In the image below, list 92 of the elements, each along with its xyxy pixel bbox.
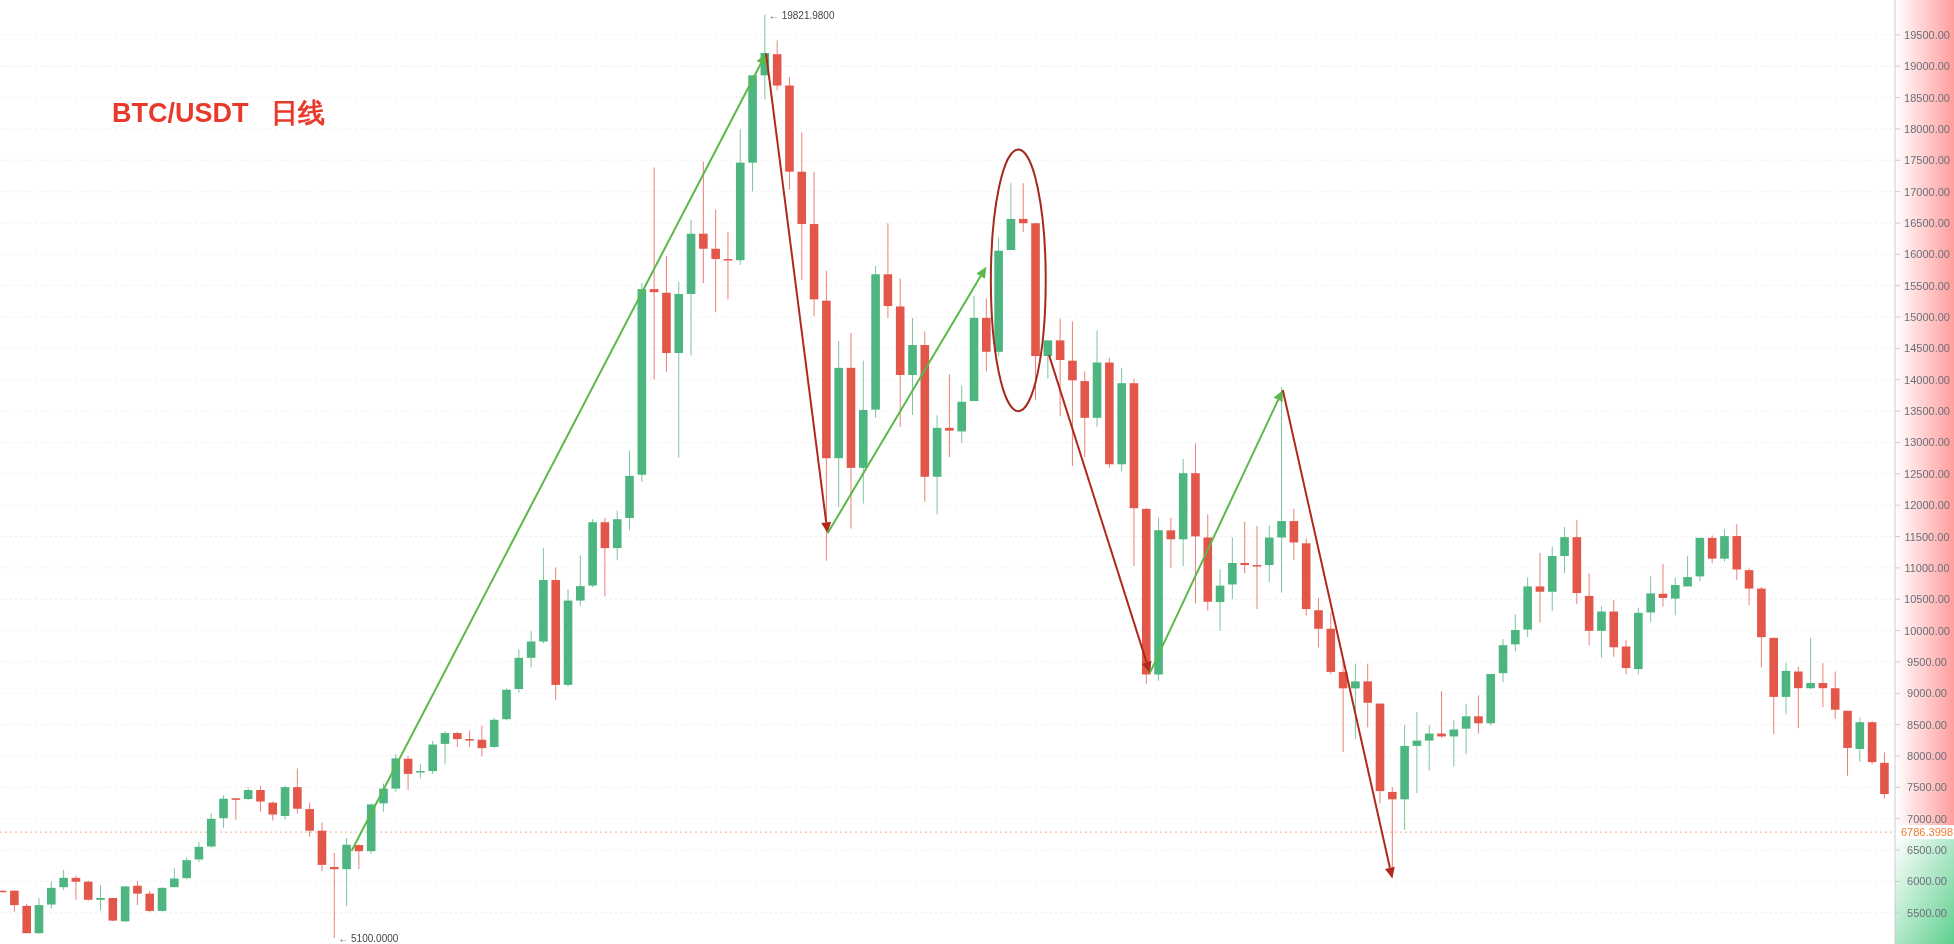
candlestick bbox=[403, 755, 413, 791]
candlestick bbox=[1166, 517, 1176, 569]
candlestick bbox=[47, 881, 56, 910]
candlestick bbox=[1055, 318, 1065, 417]
candlestick bbox=[723, 231, 733, 300]
y-tick-label: 9500.00 bbox=[1907, 655, 1947, 668]
y-tick-label: 11000.00 bbox=[1904, 561, 1950, 574]
candlestick bbox=[219, 794, 228, 829]
candlestick bbox=[576, 554, 585, 606]
y-tick-label: 14500.00 bbox=[1904, 342, 1950, 355]
y-tick-label: 14000.00 bbox=[1904, 373, 1950, 386]
candlestick bbox=[305, 802, 314, 838]
candlestick bbox=[1720, 528, 1729, 562]
annotation: ← 5100.0000 bbox=[338, 932, 399, 944]
y-tick-label: 16000.00 bbox=[1904, 248, 1950, 261]
y-tick-label: 6000.00 bbox=[1907, 875, 1947, 888]
y-tick-label: 8000.00 bbox=[1907, 750, 1947, 762]
candlestick bbox=[1240, 521, 1249, 574]
y-tick-label: 15000.00 bbox=[1904, 311, 1950, 324]
candlestick bbox=[1289, 508, 1299, 561]
y-tick-label: 8500.00 bbox=[1907, 718, 1947, 731]
candlestick bbox=[526, 630, 536, 668]
candlestick bbox=[1535, 552, 1545, 624]
candlestick bbox=[329, 852, 339, 939]
y-tick-label: 17500.00 bbox=[1904, 154, 1950, 167]
y-tick-label: 18500.00 bbox=[1904, 91, 1950, 104]
y-tick-label: 12000.00 bbox=[1904, 499, 1950, 512]
candlestick bbox=[1461, 703, 1471, 755]
candlestick bbox=[1744, 567, 1754, 606]
annotation: ← 19821.9800 bbox=[768, 9, 835, 21]
candlestick bbox=[1277, 386, 1286, 594]
y-tick-label: 15500.00 bbox=[1904, 279, 1950, 292]
candlestick bbox=[182, 857, 191, 880]
candlestick bbox=[1363, 663, 1373, 728]
candlestick bbox=[256, 785, 265, 813]
candlestick bbox=[1511, 613, 1520, 652]
y-tick-label: 10000.00 bbox=[1904, 624, 1950, 637]
candlestick bbox=[1793, 666, 1803, 729]
candlestick bbox=[1683, 555, 1692, 587]
candlestick bbox=[945, 373, 954, 458]
candlestick bbox=[1646, 575, 1655, 623]
candlestick bbox=[145, 890, 155, 913]
candlestick bbox=[1670, 577, 1680, 616]
y-tick-label: 19500.00 bbox=[1904, 28, 1950, 41]
candlestick bbox=[59, 869, 68, 891]
candlestick bbox=[133, 880, 142, 906]
candlestick bbox=[1621, 639, 1631, 675]
candlestick bbox=[440, 730, 450, 765]
y-tick-label: 12500.00 bbox=[1904, 467, 1950, 480]
candlestick bbox=[268, 801, 278, 822]
text: BTC/USDT 日线 bbox=[112, 98, 325, 128]
candlestick bbox=[1228, 537, 1237, 600]
candlestick bbox=[1314, 597, 1323, 648]
candlestick bbox=[1018, 182, 1028, 233]
candlestick bbox=[1830, 671, 1840, 720]
candlestick bbox=[157, 886, 167, 913]
candlestick bbox=[1597, 605, 1606, 659]
candlestick bbox=[649, 166, 659, 381]
y-tick-label: 9000.00 bbox=[1907, 687, 1947, 700]
candlestick bbox=[1424, 724, 1434, 772]
y-tick-label: 5500.00 bbox=[1907, 906, 1947, 919]
candlestick bbox=[96, 884, 105, 912]
candlestick bbox=[1043, 339, 1053, 380]
candlestick bbox=[699, 160, 708, 284]
ref-line-label: 6786.3998 bbox=[1901, 826, 1953, 839]
candlestick bbox=[1560, 526, 1569, 574]
candlestick bbox=[1252, 525, 1262, 610]
candlestick bbox=[1215, 568, 1225, 632]
candlestick bbox=[1449, 719, 1459, 767]
candlestick bbox=[354, 843, 364, 870]
candlestick bbox=[293, 767, 302, 814]
y-tick-label: 13500.00 bbox=[1904, 405, 1950, 418]
candlestick bbox=[1068, 320, 1077, 467]
y-tick-label: 7500.00 bbox=[1907, 781, 1947, 794]
candlestick bbox=[10, 889, 19, 913]
y-tick-label: 19000.00 bbox=[1904, 60, 1950, 73]
candlestick bbox=[1707, 534, 1717, 564]
y-tick-label: 7000.00 bbox=[1907, 812, 1947, 825]
candlestick bbox=[83, 880, 93, 902]
candlestick bbox=[1474, 694, 1483, 735]
candlestick bbox=[71, 875, 81, 901]
y-tick-label: 16500.00 bbox=[1904, 216, 1950, 229]
y-tick-label: 18000.00 bbox=[1904, 122, 1950, 135]
candlestick bbox=[1351, 663, 1360, 740]
candlestick bbox=[711, 209, 720, 313]
y-tick-label: 11500.00 bbox=[1904, 530, 1950, 543]
y-tick-label: 10500.00 bbox=[1904, 593, 1950, 606]
y-tick-label: 17000.00 bbox=[1904, 185, 1950, 198]
candlestick bbox=[1806, 637, 1815, 690]
y-tick-label: 6500.00 bbox=[1907, 844, 1947, 857]
y-tick-label: 13000.00 bbox=[1904, 436, 1950, 449]
candlestick bbox=[231, 797, 241, 821]
